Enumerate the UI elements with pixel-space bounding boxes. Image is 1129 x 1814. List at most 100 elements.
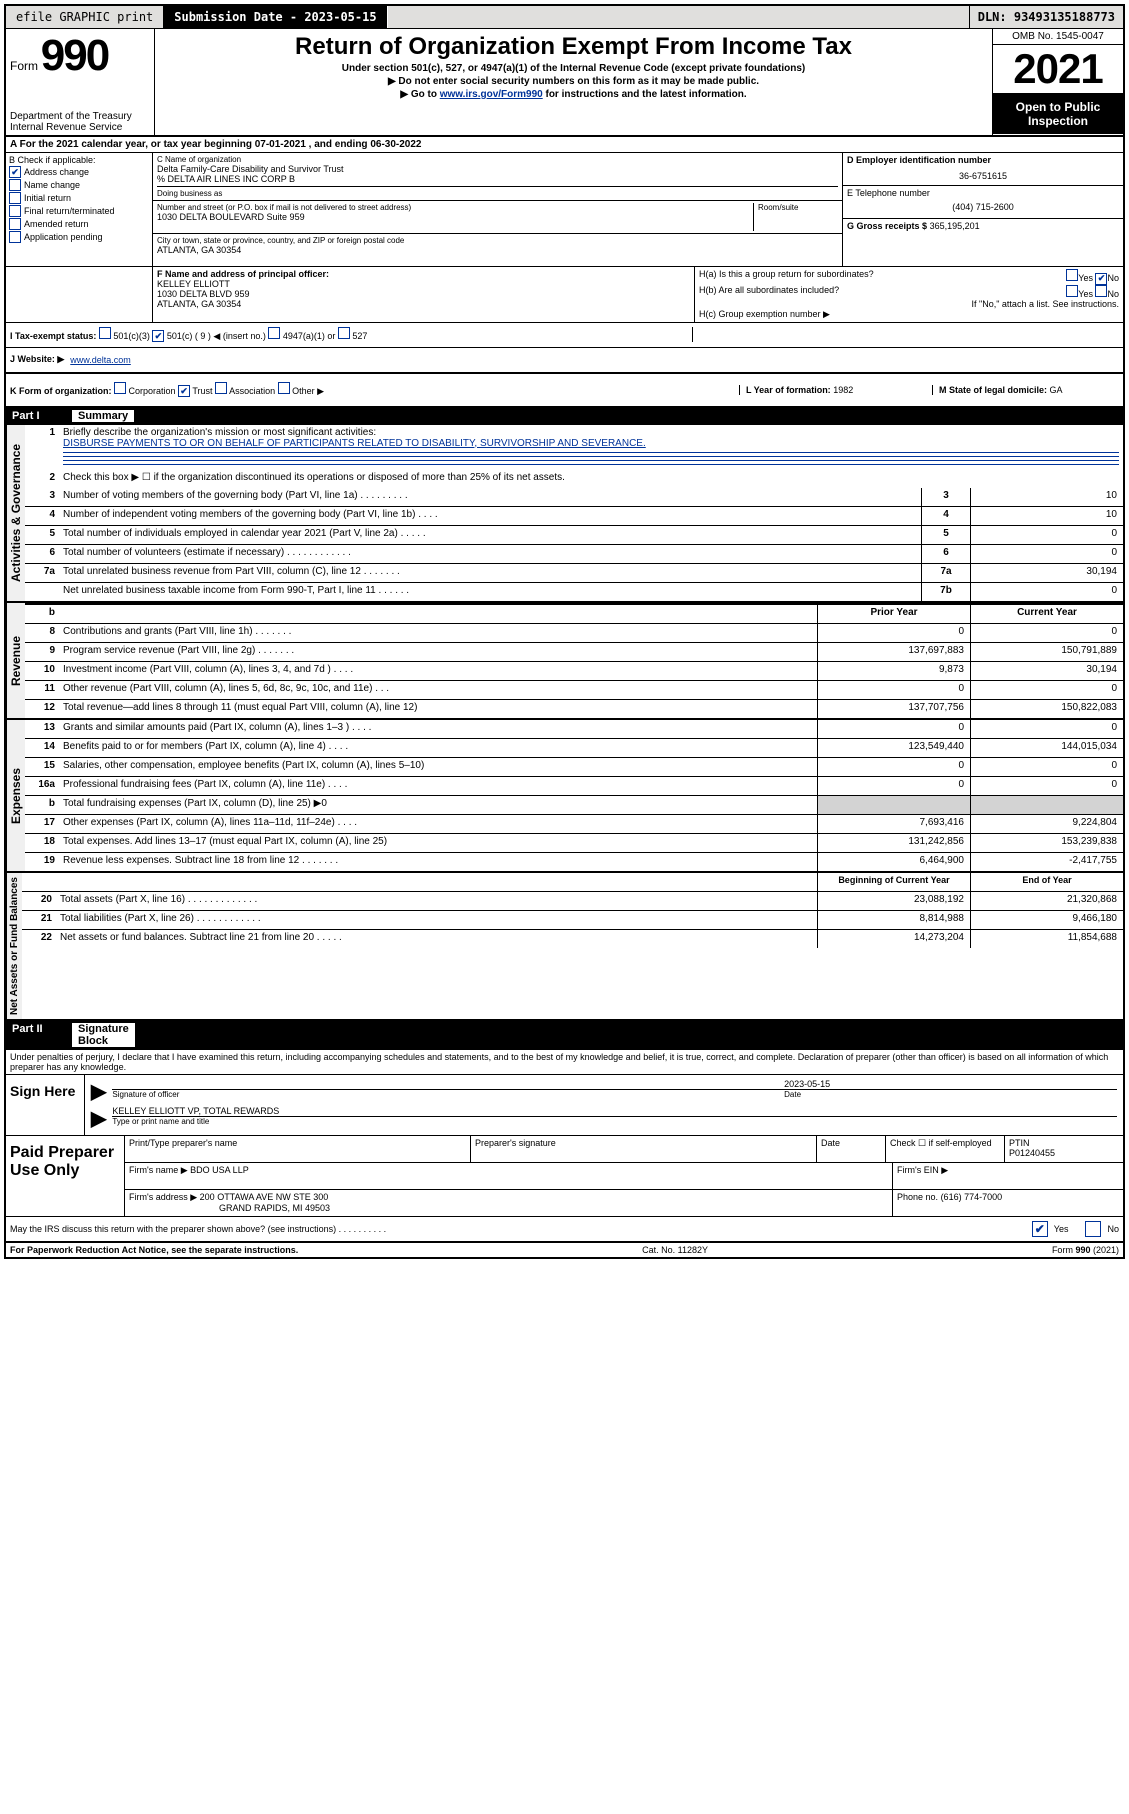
table-row: b Total fundraising expenses (Part IX, c… (25, 796, 1123, 815)
footer-right: Form 990 (2021) (1052, 1245, 1119, 1255)
section-net-assets: Net Assets or Fund Balances Beginning of… (6, 873, 1123, 1021)
m-value: GA (1050, 385, 1063, 395)
row-k: K Form of organization: Corporation ✔ Tr… (6, 374, 1123, 408)
officer-addr1: 1030 DELTA BLVD 959 (157, 289, 690, 299)
vert-label-exp: Expenses (6, 720, 25, 871)
street-address: 1030 DELTA BOULEVARD Suite 959 (157, 212, 753, 222)
col-b: B Check if applicable: ✔Address changeNa… (6, 153, 153, 266)
table-row: 16a Professional fundraising fees (Part … (25, 777, 1123, 796)
table-row: 5 Total number of individuals employed i… (25, 526, 1123, 545)
paid-preparer-block: Paid Preparer Use Only Print/Type prepar… (6, 1136, 1123, 1217)
prep-date-label: Date (817, 1136, 886, 1162)
checkbox-label: Name change (24, 180, 80, 190)
tax-status-checkbox[interactable]: ✔ (152, 330, 164, 342)
row-i: I Tax-exempt status: 501(c)(3) ✔ 501(c) … (6, 323, 1123, 348)
block-bcd: B Check if applicable: ✔Address changeNa… (6, 153, 1123, 267)
irs-discuss-row: May the IRS discuss this return with the… (6, 1217, 1123, 1243)
footer: For Paperwork Reduction Act Notice, see … (6, 1243, 1123, 1257)
subtitle1: Under section 501(c), 527, or 4947(a)(1)… (161, 63, 986, 74)
part-2-header: Part II Signature Block (6, 1021, 1123, 1050)
prep-selfemp-label: Check ☐ if self-employed (886, 1136, 1005, 1162)
officer-name: KELLEY ELLIOTT (157, 279, 690, 289)
phone-label: E Telephone number (847, 188, 1119, 198)
tax-status-checkbox[interactable] (268, 327, 280, 339)
hb-yes-checkbox[interactable] (1066, 285, 1078, 297)
ha-yes-checkbox[interactable] (1066, 269, 1078, 281)
sign-here-label: Sign Here (6, 1075, 85, 1135)
checkbox-label: Address change (24, 167, 89, 177)
table-row: 15 Salaries, other compensation, employe… (25, 758, 1123, 777)
sig-date-label: Date (778, 1090, 1117, 1099)
firm-name-label: Firm's name ▶ (129, 1165, 188, 1175)
form-title: Return of Organization Exempt From Incom… (161, 33, 986, 61)
hc-label: H(c) Group exemption number ▶ (699, 309, 1119, 320)
checkbox[interactable] (9, 179, 21, 191)
section-revenue: Revenue b Prior Year Current Year 8 Cont… (6, 603, 1123, 720)
part-1-header: Part I Summary (6, 408, 1123, 425)
form-org-checkbox[interactable]: ✔ (178, 385, 190, 397)
block-fh: F Name and address of principal officer:… (6, 267, 1123, 323)
table-row: 4 Number of independent voting members o… (25, 507, 1123, 526)
k-label: K Form of organization: (10, 386, 112, 396)
tax-status-checkbox[interactable] (338, 327, 350, 339)
form-prefix: Form (10, 59, 38, 73)
header-center: Return of Organization Exempt From Incom… (155, 29, 993, 135)
checkbox[interactable] (9, 192, 21, 204)
ptin-label: PTIN (1009, 1138, 1119, 1148)
ha-no-checkbox[interactable]: ✔ (1095, 273, 1107, 285)
checkbox-row: Application pending (9, 231, 149, 243)
form-org-checkbox[interactable] (278, 382, 290, 394)
checkbox-row: Initial return (9, 192, 149, 204)
checkbox[interactable]: ✔ (9, 166, 21, 178)
vert-label-net: Net Assets or Fund Balances (6, 873, 22, 1019)
col-de: D Employer identification number 36-6751… (843, 153, 1123, 266)
footer-center: Cat. No. 11282Y (642, 1245, 708, 1255)
checkbox[interactable] (9, 205, 21, 217)
irs-no-checkbox[interactable] (1085, 1221, 1101, 1237)
form-org-checkbox[interactable] (215, 382, 227, 394)
checkbox[interactable] (9, 218, 21, 230)
instructions-link[interactable]: www.irs.gov/Form990 (440, 89, 543, 100)
document: efile GRAPHIC print Submission Date - 20… (4, 4, 1125, 1259)
table-row: 21 Total liabilities (Part X, line 26) .… (22, 911, 1123, 930)
checkbox-row: Final return/terminated (9, 205, 149, 217)
firm-addr2: GRAND RAPIDS, MI 49503 (219, 1203, 330, 1213)
sig-officer-label: Signature of officer (112, 1090, 778, 1099)
addr-label: Number and street (or P.O. box if mail i… (157, 203, 753, 212)
firm-addr1: 200 OTTAWA AVE NW STE 300 (200, 1192, 329, 1202)
row-j: J Website: ▶ www.delta.com (6, 348, 1123, 374)
hb-no-checkbox[interactable] (1095, 285, 1107, 297)
efile-label: efile GRAPHIC print (6, 6, 164, 28)
table-row: Net unrelated business taxable income fr… (25, 583, 1123, 601)
j-label: J Website: ▶ (10, 354, 64, 365)
paid-preparer-label: Paid Preparer Use Only (6, 1136, 124, 1216)
section-expenses: Expenses 13 Grants and similar amounts p… (6, 720, 1123, 873)
table-row: 19 Revenue less expenses. Subtract line … (25, 853, 1123, 871)
checkbox-label: Final return/terminated (24, 206, 115, 216)
hb-label: H(b) Are all subordinates included? (699, 285, 839, 299)
penalty-statement: Under penalties of perjury, I declare th… (6, 1050, 1123, 1075)
table-row: 14 Benefits paid to or for members (Part… (25, 739, 1123, 758)
prior-year-header: Prior Year (817, 605, 970, 623)
sign-here-block: Sign Here ▶ 2023-05-15 Signature of offi… (6, 1075, 1123, 1136)
table-row: 13 Grants and similar amounts paid (Part… (25, 720, 1123, 739)
tax-status-checkbox[interactable] (99, 327, 111, 339)
table-row: 11 Other revenue (Part VIII, column (A),… (25, 681, 1123, 700)
phone-value: (404) 715-2600 (847, 202, 1119, 212)
checkbox[interactable] (9, 231, 21, 243)
top-bar: efile GRAPHIC print Submission Date - 20… (6, 6, 1123, 29)
checkbox-row: ✔Address change (9, 166, 149, 178)
m-label: M State of legal domicile: (939, 385, 1047, 395)
form-org-checkbox[interactable] (114, 382, 126, 394)
table-row: 17 Other expenses (Part IX, column (A), … (25, 815, 1123, 834)
irs-yes-checkbox[interactable]: ✔ (1032, 1221, 1048, 1237)
website-link[interactable]: www.delta.com (70, 355, 131, 365)
table-row: 18 Total expenses. Add lines 13–17 (must… (25, 834, 1123, 853)
current-year-header: Current Year (970, 605, 1123, 623)
name-title-label: Type or print name and title (112, 1117, 1117, 1126)
city-label: City or town, state or province, country… (157, 236, 838, 245)
gross-value: 365,195,201 (930, 221, 980, 231)
form-header: Form 990 Department of the Treasury Inte… (6, 29, 1123, 137)
mission-link[interactable]: DISBURSE PAYMENTS TO OR ON BEHALF OF PAR… (63, 438, 646, 449)
table-row: 8 Contributions and grants (Part VIII, l… (25, 624, 1123, 643)
